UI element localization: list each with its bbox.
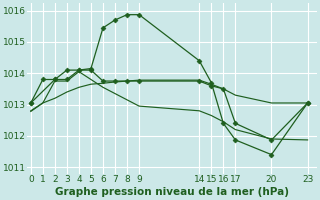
X-axis label: Graphe pression niveau de la mer (hPa): Graphe pression niveau de la mer (hPa) [55, 187, 289, 197]
